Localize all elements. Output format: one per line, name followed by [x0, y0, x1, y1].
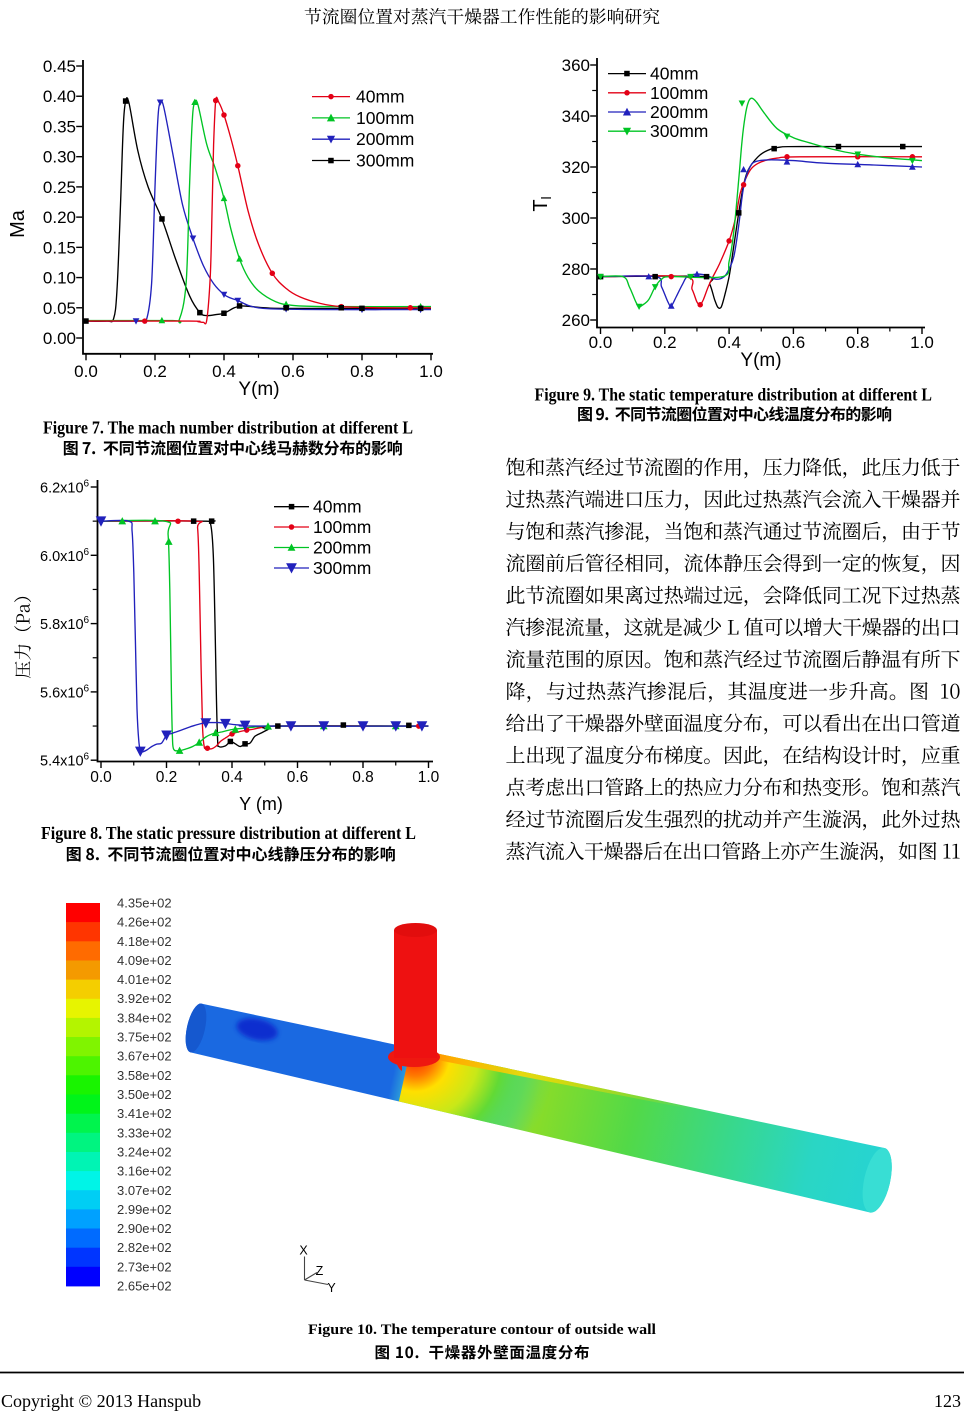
svg-text:0.40: 0.40 — [43, 87, 76, 106]
svg-text:0.4: 0.4 — [212, 362, 236, 381]
svg-text:0.20: 0.20 — [43, 208, 76, 227]
svg-text:0.8: 0.8 — [352, 769, 374, 786]
svg-text:3.24e+02: 3.24e+02 — [117, 1145, 172, 1160]
svg-text:0.35: 0.35 — [43, 117, 76, 136]
svg-text:4.35e+02: 4.35e+02 — [117, 896, 172, 911]
svg-text:5.8x106: 5.8x106 — [40, 615, 90, 633]
svg-text:4.18e+02: 4.18e+02 — [117, 934, 172, 949]
svg-text:2.82e+02: 2.82e+02 — [117, 1240, 172, 1255]
svg-text:0.2: 0.2 — [653, 333, 677, 352]
svg-text:2.99e+02: 2.99e+02 — [117, 1202, 172, 1217]
svg-text:3.07e+02: 3.07e+02 — [117, 1183, 172, 1198]
svg-text:0.4: 0.4 — [221, 769, 243, 786]
svg-text:2.65e+02: 2.65e+02 — [117, 1279, 172, 1294]
svg-text:X: X — [299, 1244, 308, 1258]
svg-text:3.84e+02: 3.84e+02 — [117, 1010, 172, 1025]
svg-text:0.2: 0.2 — [143, 362, 167, 381]
svg-text:200mm: 200mm — [356, 129, 414, 149]
svg-text:0.8: 0.8 — [350, 362, 374, 381]
svg-text:4.01e+02: 4.01e+02 — [117, 972, 172, 987]
svg-text:123: 123 — [934, 1391, 961, 1411]
svg-text:40mm: 40mm — [356, 87, 405, 107]
svg-text:Y(m): Y(m) — [740, 350, 781, 371]
svg-text:300mm: 300mm — [650, 121, 708, 141]
svg-text:340: 340 — [562, 107, 590, 126]
svg-text:260: 260 — [562, 311, 590, 330]
svg-text:5.4x106: 5.4x106 — [40, 752, 90, 770]
svg-text:0.10: 0.10 — [43, 269, 76, 288]
svg-text:6.0x106: 6.0x106 — [40, 547, 90, 565]
svg-text:3.50e+02: 3.50e+02 — [117, 1087, 172, 1102]
svg-text:3.58e+02: 3.58e+02 — [117, 1068, 172, 1083]
svg-text:3.75e+02: 3.75e+02 — [117, 1030, 172, 1045]
svg-text:300mm: 300mm — [356, 151, 414, 171]
svg-text:Y: Y — [327, 1281, 336, 1295]
svg-text:0.2: 0.2 — [156, 769, 178, 786]
svg-text:3.41e+02: 3.41e+02 — [117, 1106, 172, 1121]
svg-text:0.0: 0.0 — [90, 769, 112, 786]
svg-text:0.00: 0.00 — [43, 329, 76, 348]
svg-text:300: 300 — [562, 209, 590, 228]
svg-text:200mm: 200mm — [313, 538, 371, 558]
svg-text:320: 320 — [562, 158, 590, 177]
svg-text:2.73e+02: 2.73e+02 — [117, 1259, 172, 1274]
svg-text:6.2x106: 6.2x106 — [40, 479, 90, 497]
svg-text:1.0: 1.0 — [910, 333, 934, 352]
svg-text:0.6: 0.6 — [782, 333, 806, 352]
svg-text:1.0: 1.0 — [419, 362, 443, 381]
svg-text:Z: Z — [316, 1264, 324, 1278]
svg-text:0.6: 0.6 — [281, 362, 305, 381]
svg-text:360: 360 — [562, 56, 590, 75]
svg-text:100mm: 100mm — [650, 83, 708, 103]
svg-text:200mm: 200mm — [650, 102, 708, 122]
svg-text:Figure 9. The static temperatu: Figure 9. The static temperature distrib… — [535, 385, 933, 405]
svg-text:1.0: 1.0 — [418, 769, 440, 786]
svg-text:0.8: 0.8 — [846, 333, 870, 352]
svg-text:280: 280 — [562, 260, 590, 279]
svg-text:0.25: 0.25 — [43, 178, 76, 197]
svg-text:0.30: 0.30 — [43, 148, 76, 167]
svg-text:0.6: 0.6 — [287, 769, 309, 786]
svg-text:0.4: 0.4 — [717, 333, 741, 352]
svg-text:Figure 7. The mach number dist: Figure 7. The mach number distribution a… — [43, 418, 413, 438]
svg-text:4.26e+02: 4.26e+02 — [117, 915, 172, 930]
svg-text:Copyright © 2013 Hanspub: Copyright © 2013 Hanspub — [1, 1391, 201, 1411]
svg-text:0.0: 0.0 — [74, 362, 98, 381]
svg-text:3.67e+02: 3.67e+02 — [117, 1049, 172, 1064]
svg-text:100mm: 100mm — [313, 517, 371, 537]
svg-text:Y (m): Y (m) — [239, 794, 283, 814]
svg-text:3.33e+02: 3.33e+02 — [117, 1125, 172, 1140]
svg-text:Figure 8. The static pressure: Figure 8. The static pressure distributi… — [41, 823, 416, 843]
svg-text:5.6x106: 5.6x106 — [40, 683, 90, 701]
svg-text:Ma: Ma — [7, 209, 29, 238]
svg-text:0.15: 0.15 — [43, 238, 76, 257]
svg-text:100mm: 100mm — [356, 108, 414, 128]
svg-text:0.45: 0.45 — [43, 57, 76, 76]
svg-text:Y(m): Y(m) — [238, 379, 279, 400]
svg-text:4.09e+02: 4.09e+02 — [117, 953, 172, 968]
svg-text:40mm: 40mm — [650, 64, 699, 84]
svg-text:40mm: 40mm — [313, 497, 362, 517]
svg-text:Tl: Tl — [530, 196, 554, 211]
svg-text:0.05: 0.05 — [43, 299, 76, 318]
svg-text:300mm: 300mm — [313, 558, 371, 578]
svg-text:3.92e+02: 3.92e+02 — [117, 991, 172, 1006]
svg-text:3.16e+02: 3.16e+02 — [117, 1164, 172, 1179]
svg-text:0.0: 0.0 — [589, 333, 613, 352]
svg-text:Figure 10. The temperature con: Figure 10. The temperature contour of ou… — [308, 1322, 656, 1338]
svg-text:2.90e+02: 2.90e+02 — [117, 1221, 172, 1236]
